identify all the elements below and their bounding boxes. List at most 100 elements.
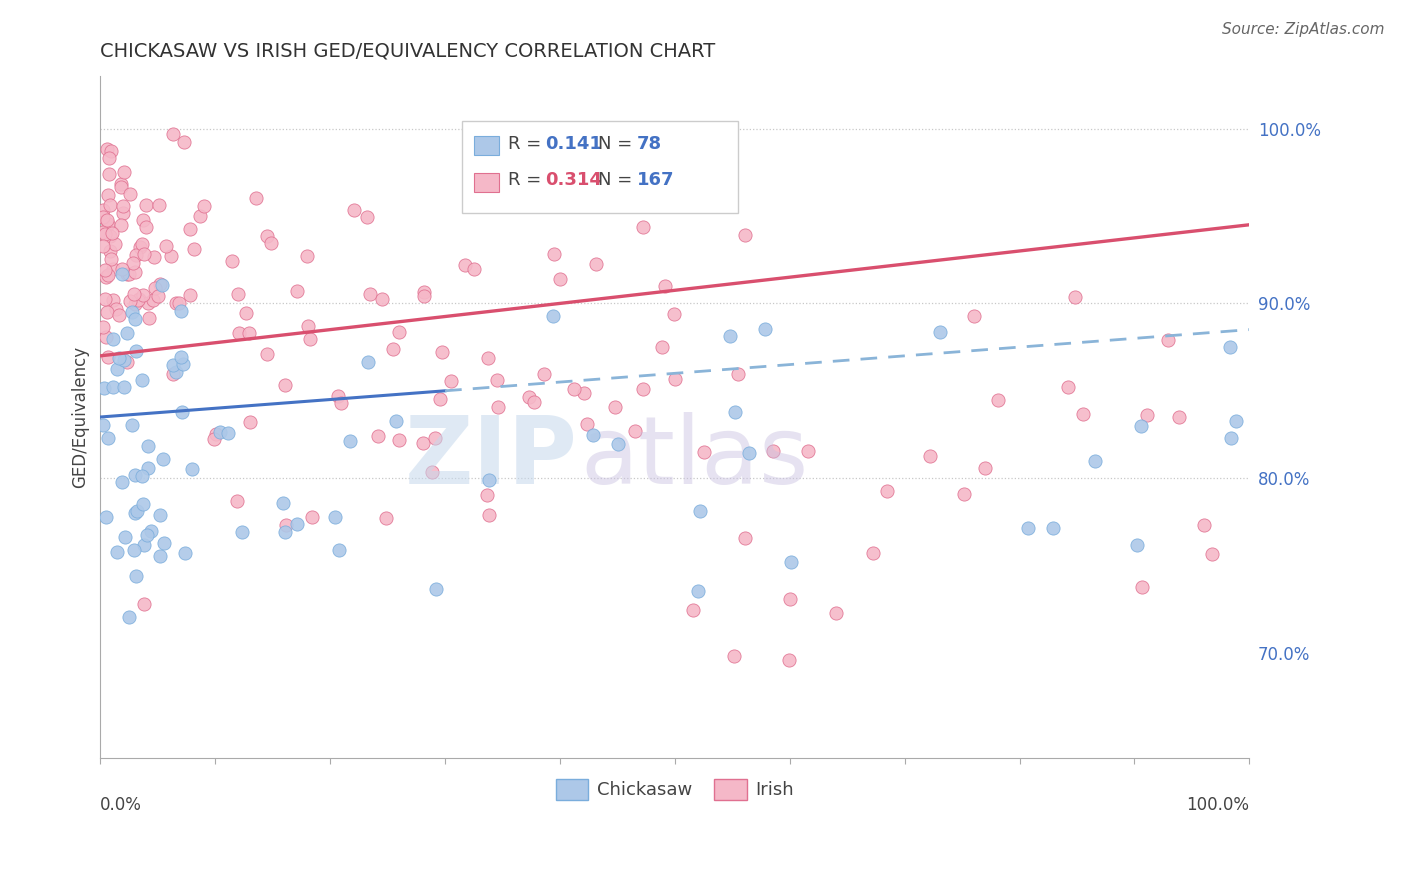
Point [1130, 580, 1153, 594]
Point [301, 509, 323, 524]
Point [96, 212, 118, 227]
Point [111, 206, 134, 220]
Point [339, 434, 361, 448]
Point [420, 465, 443, 479]
Point [98, 244, 121, 258]
Point [412, 285, 434, 299]
Point [623, 424, 645, 438]
Point [165, 296, 187, 310]
Point [131, 373, 153, 387]
Point [651, 340, 673, 354]
Point [97, 188, 120, 202]
Point [97, 350, 120, 364]
Point [148, 198, 170, 212]
Point [357, 355, 380, 369]
Point [110, 180, 132, 194]
Point [100, 144, 122, 158]
Point [132, 497, 155, 511]
Point [183, 242, 205, 256]
Point [205, 427, 228, 442]
Point [425, 431, 447, 445]
Point [256, 229, 278, 244]
Point [1125, 538, 1147, 552]
Point [963, 309, 986, 323]
Point [343, 203, 366, 218]
Point [96, 142, 118, 156]
Point [150, 277, 173, 292]
Point [654, 279, 676, 293]
Point [162, 358, 184, 372]
Point [778, 653, 800, 667]
Point [155, 239, 177, 253]
Point [91, 202, 114, 217]
Point [128, 239, 150, 253]
Point [754, 321, 776, 335]
Point [115, 326, 138, 340]
Point [98, 151, 121, 165]
Point [91, 319, 114, 334]
Point [359, 287, 381, 301]
Point [94, 263, 117, 277]
Point [929, 325, 952, 339]
Point [122, 542, 145, 557]
Point [689, 504, 711, 518]
Point [682, 602, 704, 616]
Point [179, 221, 201, 235]
Point [136, 296, 159, 310]
Point [1042, 520, 1064, 534]
Point [136, 461, 159, 475]
Point [149, 508, 172, 522]
Point [575, 417, 598, 431]
Point [134, 198, 156, 212]
Point [238, 326, 260, 340]
Point [134, 538, 156, 552]
Point [97, 268, 120, 282]
Point [162, 127, 184, 141]
Point [93, 227, 115, 242]
Point [475, 488, 498, 502]
Point [1136, 408, 1159, 422]
Point [142, 251, 165, 265]
Point [125, 344, 148, 359]
Point [124, 296, 146, 310]
Point [138, 310, 160, 325]
Point [122, 287, 145, 301]
Text: atlas: atlas [581, 412, 808, 504]
Point [91, 211, 114, 225]
Point [231, 525, 253, 540]
Point [104, 302, 127, 317]
Point [111, 199, 134, 213]
Point [124, 506, 146, 520]
Point [356, 210, 378, 224]
Point [285, 284, 308, 298]
Point [381, 342, 404, 356]
Point [485, 373, 508, 387]
Point [325, 509, 347, 524]
Text: 167: 167 [637, 171, 675, 189]
Point [920, 449, 942, 463]
Text: Source: ZipAtlas.com: Source: ZipAtlas.com [1222, 22, 1385, 37]
Point [162, 367, 184, 381]
Point [1168, 409, 1191, 424]
Point [548, 272, 571, 286]
Point [91, 225, 114, 239]
Point [149, 549, 172, 564]
Point [432, 345, 454, 359]
Point [149, 277, 172, 291]
Point [93, 292, 115, 306]
Point [122, 256, 145, 270]
Point [1064, 290, 1087, 304]
Point [193, 199, 215, 213]
Point [371, 293, 394, 307]
Text: 0.314: 0.314 [546, 171, 602, 189]
Point [118, 267, 141, 281]
Point [124, 312, 146, 326]
Point [167, 296, 190, 310]
Point [256, 347, 278, 361]
Text: N =: N = [598, 135, 638, 153]
Point [723, 648, 745, 663]
Point [724, 405, 747, 419]
Point [686, 584, 709, 599]
Point [297, 249, 319, 263]
Point [478, 473, 501, 487]
